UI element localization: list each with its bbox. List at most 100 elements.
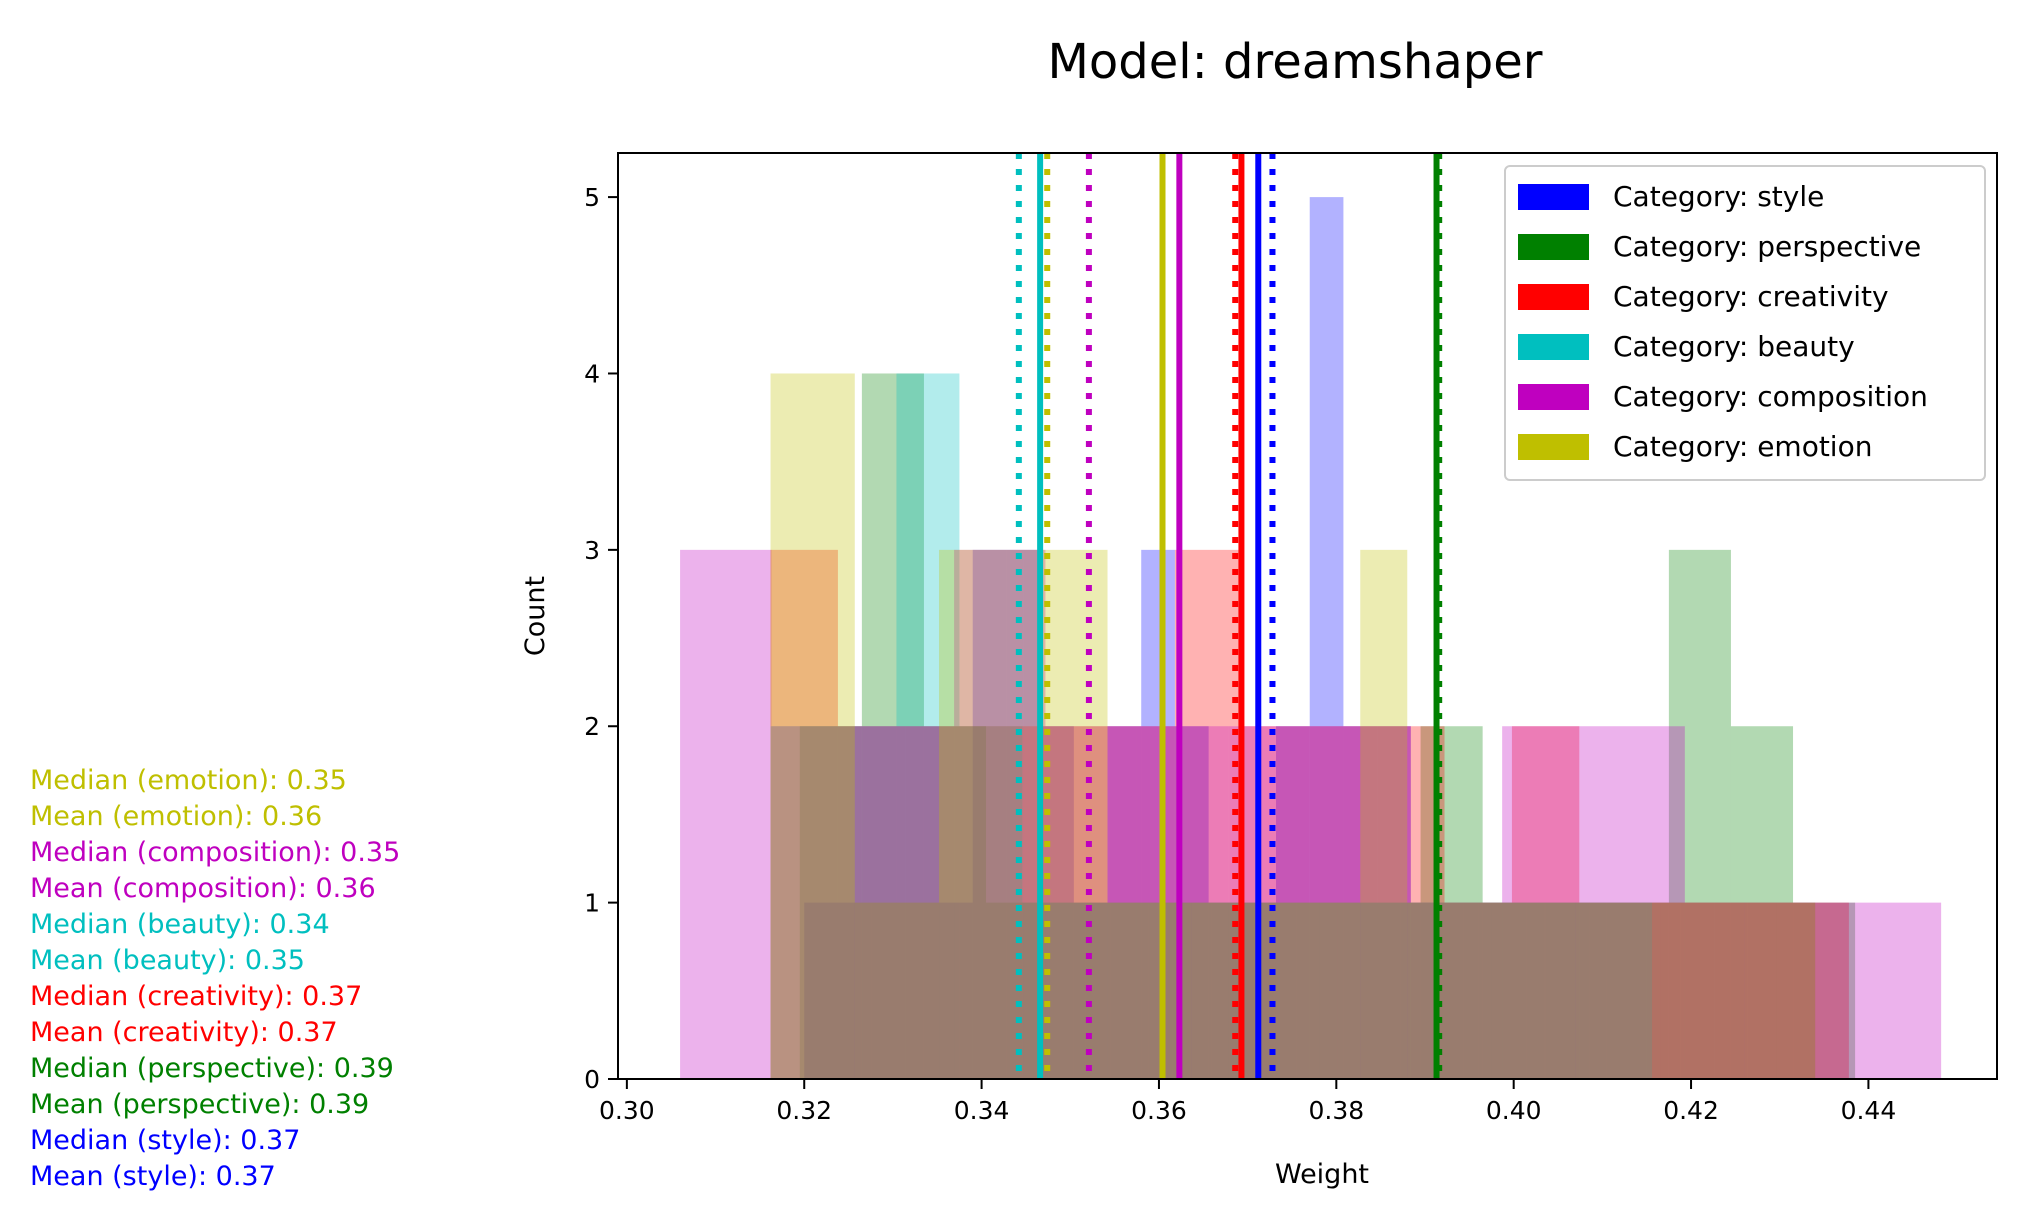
bar-beauty-9	[1337, 902, 1401, 1079]
bar-perspective-11	[1482, 902, 1545, 1079]
x-tick-label: 0.38	[1308, 1096, 1364, 1125]
bar-composition-3	[954, 549, 1046, 1079]
y-axis-label: Count	[520, 576, 551, 656]
bar-style-4	[939, 902, 973, 1079]
bar-beauty-1	[833, 726, 897, 1079]
bar-creativity-3	[972, 726, 1041, 1079]
bar-beauty-12	[1526, 902, 1590, 1079]
bar-style-17	[1377, 726, 1411, 1079]
bar-perspective-2	[923, 726, 987, 1079]
bar-emotion-3	[1023, 549, 1108, 1079]
bar-perspective-10	[1420, 726, 1483, 1079]
bar-creativity-7	[1242, 726, 1310, 1079]
bar-composition-12	[1776, 902, 1868, 1079]
legend-swatch-perspective	[1518, 234, 1589, 260]
legend-label-composition: Category: composition	[1613, 380, 1928, 413]
bar-emotion-11	[1660, 902, 1745, 1079]
chart-title: Model: dreamshaper	[1048, 34, 1543, 90]
stat-line: Median (composition): 0.35	[30, 837, 400, 868]
legend-swatch-creativity	[1518, 284, 1589, 310]
bar-creativity-6	[1174, 549, 1243, 1079]
stat-line: Median (style): 0.37	[30, 1125, 300, 1156]
bar-style-23	[1579, 902, 1614, 1079]
bar-style-5	[972, 549, 1007, 1079]
stat-line: Median (emotion): 0.35	[30, 765, 347, 796]
mean-median-lines	[1015, 153, 1443, 1079]
bar-style-0	[804, 902, 838, 1079]
bar-composition-9	[1502, 726, 1594, 1079]
bar-style-28	[1747, 902, 1782, 1079]
bar-creativity-11	[1511, 726, 1580, 1079]
legend-label-perspective: Category: perspective	[1613, 230, 1921, 263]
x-tick-label: 0.34	[954, 1096, 1010, 1125]
bar-creativity-12	[1579, 902, 1647, 1079]
bar-beauty-0	[770, 726, 834, 1079]
bar-emotion-1	[854, 902, 940, 1079]
legend: Category: style Category: perspective Cate…	[1504, 165, 1986, 481]
legend-swatch-emotion	[1518, 434, 1589, 460]
bar-style-10	[1141, 549, 1175, 1079]
bar-style-25	[1646, 902, 1681, 1079]
bar-composition-1	[771, 726, 863, 1079]
bar-composition-5	[1136, 726, 1229, 1079]
bar-beauty-8	[1274, 902, 1338, 1079]
plot-frame	[617, 152, 1998, 1080]
stat-line: Mean (emotion): 0.36	[30, 801, 322, 832]
bar-perspective-12	[1544, 902, 1607, 1079]
bar-perspective-16	[1793, 902, 1856, 1079]
bar-style-9	[1107, 726, 1142, 1079]
legend-label-creativity: Category: creativity	[1613, 280, 1889, 313]
bar-composition-10	[1593, 726, 1685, 1079]
bar-style-16	[1343, 726, 1378, 1079]
stats-text-block: Median (emotion): 0.35 Mean (emotion): 0.…	[30, 765, 400, 1192]
x-tick-label: 0.30	[599, 1096, 655, 1125]
y-axis: 0 1 2 3 4 5	[584, 183, 618, 1094]
bar-beauty-4	[1022, 902, 1086, 1079]
bar-creativity-1	[837, 726, 906, 1079]
bar-creativity-13	[1646, 902, 1715, 1079]
bar-composition-13	[1867, 902, 1942, 1079]
bar-style-29	[1781, 902, 1816, 1079]
y-tick-label: 2	[584, 712, 600, 741]
y-tick-label: 3	[584, 536, 600, 565]
bar-style-1	[837, 902, 872, 1079]
bar-emotion-6	[1276, 902, 1361, 1079]
bar-creativity-15	[1781, 902, 1849, 1079]
bar-emotion-9	[1491, 902, 1576, 1079]
y-tick-label: 0	[584, 1065, 600, 1094]
bar-style-26	[1680, 902, 1715, 1079]
y-tick-label: 4	[584, 359, 600, 388]
stat-line: Mean (style): 0.37	[30, 1161, 276, 1192]
bar-perspective-8	[1296, 902, 1359, 1079]
legend-label-emotion: Category: emotion	[1613, 430, 1872, 463]
bar-style-14	[1276, 726, 1310, 1079]
bar-perspective-4	[1048, 902, 1111, 1079]
bar-style-21	[1511, 902, 1546, 1079]
stat-line: Mean (perspective): 0.39	[30, 1089, 369, 1120]
bar-beauty-5	[1085, 902, 1149, 1079]
bar-composition-8	[1410, 902, 1503, 1079]
bar-style-24	[1613, 902, 1647, 1079]
bar-perspective-0	[799, 726, 862, 1079]
bar-creativity-14	[1714, 902, 1782, 1079]
bar-composition-2	[862, 726, 955, 1079]
bar-style-20	[1478, 902, 1512, 1079]
bar-style-2	[871, 902, 906, 1079]
bar-perspective-13	[1606, 902, 1669, 1079]
legend-swatch-composition	[1518, 384, 1589, 410]
legend-swatch-style	[1518, 184, 1589, 210]
bar-perspective-1	[861, 373, 924, 1079]
x-tick-label: 0.40	[1486, 1096, 1542, 1125]
bar-composition-11	[1684, 902, 1777, 1079]
x-tick-label: 0.32	[776, 1096, 832, 1125]
x-axis: 0.30 0.32 0.34 0.36 0.38 0.40 0.42 0.44	[599, 1079, 1896, 1125]
stat-line: Mean (composition): 0.36	[30, 873, 376, 904]
bar-composition-7	[1319, 726, 1411, 1079]
bar-perspective-15	[1730, 726, 1794, 1079]
bar-style-22	[1545, 902, 1580, 1079]
legend-box	[1504, 165, 1986, 481]
bar-perspective-7	[1234, 902, 1297, 1079]
bar-creativity-2	[905, 726, 973, 1079]
x-tick-label: 0.44	[1841, 1096, 1897, 1125]
bar-emotion-8	[1407, 902, 1492, 1079]
